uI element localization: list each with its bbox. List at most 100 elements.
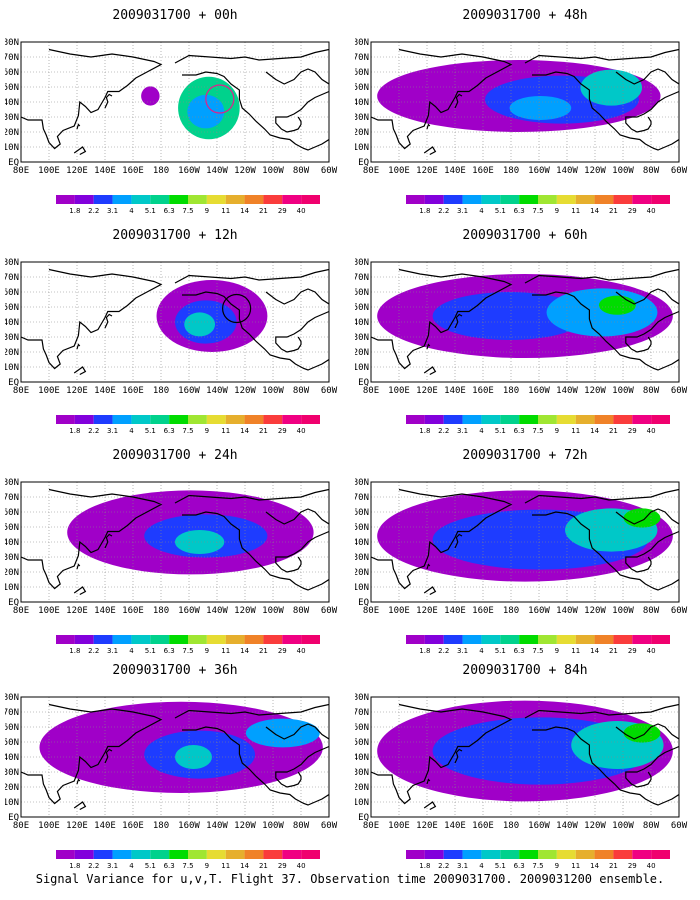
colorbar-swatch bbox=[594, 195, 614, 204]
coastline bbox=[423, 366, 437, 376]
colorbar-swatch bbox=[406, 850, 425, 859]
x-tick-label: 80E bbox=[363, 821, 379, 831]
colorbar-label: 3.1 bbox=[107, 862, 118, 870]
x-tick-label: 120E bbox=[66, 821, 88, 831]
colorbar-swatch bbox=[519, 415, 538, 424]
colorbar-swatch bbox=[481, 195, 501, 204]
y-tick-label: 50N bbox=[5, 738, 19, 748]
coastline bbox=[426, 563, 431, 570]
y-tick-label: 50N bbox=[5, 83, 19, 93]
colorbar-swatch bbox=[112, 415, 132, 424]
x-tick-label: 100E bbox=[388, 606, 410, 616]
colorbar-swatch bbox=[481, 635, 501, 644]
x-tick-label: 160W bbox=[178, 386, 200, 396]
coastline bbox=[104, 313, 113, 329]
x-tick-label: 80W bbox=[643, 166, 660, 176]
x-tick-label: 80W bbox=[293, 821, 310, 831]
x-tick-label: 80W bbox=[643, 821, 660, 831]
variance-blob bbox=[623, 508, 661, 528]
x-tick-label: 120W bbox=[234, 386, 256, 396]
y-tick-label: 80N bbox=[355, 478, 369, 488]
y-tick-label: 10N bbox=[5, 143, 19, 153]
colorbar-label: 14 bbox=[240, 207, 249, 215]
x-tick-label: 120W bbox=[234, 606, 256, 616]
colorbar-swatch bbox=[651, 635, 670, 644]
x-tick-label: 60W bbox=[321, 386, 338, 396]
x-tick-label: 120W bbox=[584, 166, 606, 176]
variance-field bbox=[377, 700, 673, 802]
colorbar-label: 1.8 bbox=[419, 862, 430, 870]
map-plot: 80E 100E 120E 140E 160E 180 160W 140W 120W 100W 80… bbox=[355, 478, 688, 655]
colorbar-label: 7.5 bbox=[182, 647, 193, 655]
colorbar-label: 4 bbox=[129, 427, 134, 435]
y-tick-label: 70N bbox=[355, 708, 369, 718]
colorbar-label: 1.8 bbox=[69, 862, 80, 870]
colorbar-swatch bbox=[462, 635, 482, 644]
x-tick-label: 140W bbox=[206, 821, 228, 831]
colorbar-swatch bbox=[188, 415, 207, 424]
x-tick-label: 100E bbox=[388, 166, 410, 176]
x-tick-label: 120E bbox=[66, 386, 88, 396]
coastline bbox=[275, 745, 329, 788]
colorbar-label: 29 bbox=[628, 862, 637, 870]
colorbar-swatch bbox=[443, 635, 463, 644]
colorbar-swatch bbox=[424, 635, 444, 644]
colorbar-label: 6.3 bbox=[514, 862, 525, 870]
colorbar-swatch bbox=[282, 415, 302, 424]
coastline bbox=[265, 288, 329, 305]
variance-blob bbox=[432, 292, 587, 340]
x-tick-label: 160W bbox=[528, 821, 550, 831]
x-tick-label: 120W bbox=[584, 606, 606, 616]
variance-blob bbox=[245, 718, 320, 748]
colorbar-swatch bbox=[112, 195, 132, 204]
colorbar-swatch bbox=[301, 850, 320, 859]
x-tick-label: 100E bbox=[38, 606, 60, 616]
x-tick-label: 160E bbox=[472, 821, 494, 831]
colorbar-swatch bbox=[500, 850, 520, 859]
y-tick-label: 30N bbox=[355, 113, 369, 123]
colorbar-swatch bbox=[443, 195, 463, 204]
x-tick-label: 160W bbox=[528, 166, 550, 176]
x-tick-label: 100E bbox=[38, 386, 60, 396]
colorbar-swatch bbox=[206, 415, 226, 424]
colorbar-label: 3.1 bbox=[457, 207, 468, 215]
colorbar-label: 29 bbox=[628, 427, 637, 435]
colorbar-label: 1.8 bbox=[69, 207, 80, 215]
colorbar-swatch bbox=[131, 635, 151, 644]
colorbar-swatch bbox=[56, 415, 75, 424]
x-tick-label: 180 bbox=[153, 166, 169, 176]
coastline bbox=[174, 268, 329, 284]
colorbar-swatch bbox=[556, 415, 576, 424]
colorbar-swatch bbox=[263, 195, 283, 204]
map-plot: 80E 100E 120E 140E 160E 180 160W 140W 120W 100W 80… bbox=[5, 258, 338, 435]
colorbar-label: 7.5 bbox=[182, 207, 193, 215]
colorbar-swatch bbox=[263, 635, 283, 644]
x-tick-label: 100W bbox=[612, 606, 634, 616]
panel-title: 2009031700 + 24h bbox=[112, 448, 238, 463]
coastline bbox=[615, 723, 679, 740]
colorbar-swatch bbox=[613, 635, 633, 644]
map-plot: 80E 100E 120E 140E 160E 180 160W 140W 120W 100W 80… bbox=[5, 38, 338, 215]
x-tick-label: 160W bbox=[178, 606, 200, 616]
y-tick-label: 80N bbox=[355, 38, 369, 48]
colorbar-swatch bbox=[93, 635, 113, 644]
x-tick-label: 120E bbox=[416, 166, 438, 176]
colorbar-label: 11 bbox=[571, 862, 580, 870]
colorbar-label: 14 bbox=[590, 647, 599, 655]
y-tick-label: 60N bbox=[5, 68, 19, 78]
colorbar-swatch bbox=[244, 415, 264, 424]
colorbar-swatch bbox=[613, 195, 633, 204]
x-tick-label: 160E bbox=[122, 821, 144, 831]
colorbar-label: 5.1 bbox=[145, 427, 156, 435]
x-tick-label: 60W bbox=[321, 166, 338, 176]
x-tick-label: 160W bbox=[528, 386, 550, 396]
colorbar-swatch bbox=[462, 195, 482, 204]
coastline bbox=[454, 533, 463, 549]
panel-24h: 2009031700 + 24h 80E 100E 120E 140E 160E 180 1… bbox=[5, 440, 345, 660]
coastline bbox=[275, 90, 329, 133]
colorbar-label: 21 bbox=[609, 647, 618, 655]
coastline bbox=[532, 511, 679, 591]
colorbar-label: 11 bbox=[221, 647, 230, 655]
colorbar-swatch bbox=[169, 195, 188, 204]
x-tick-label: 100E bbox=[388, 386, 410, 396]
